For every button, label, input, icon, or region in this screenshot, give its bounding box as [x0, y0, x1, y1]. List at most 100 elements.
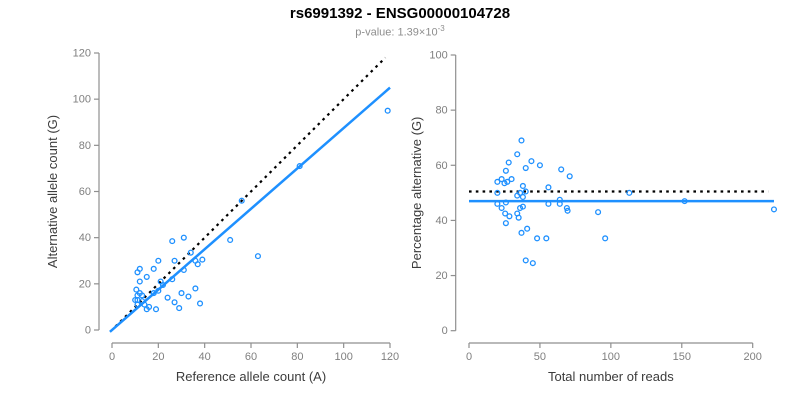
data-point [169, 276, 176, 283]
data-point [134, 301, 141, 308]
data-point [155, 257, 162, 264]
x-tick-label: 40 [199, 351, 211, 363]
y-tick-label: 20 [435, 270, 447, 282]
data-point [545, 200, 552, 207]
data-point [502, 167, 509, 174]
data-point [498, 204, 505, 212]
data-point [529, 260, 536, 267]
data-point [505, 159, 512, 166]
x-tick-label: 0 [109, 351, 115, 363]
data-point [522, 164, 529, 172]
data-point [515, 214, 522, 221]
data-point [502, 220, 509, 227]
data-point [494, 178, 501, 185]
data-point [626, 189, 633, 196]
data-point [155, 287, 162, 294]
y-tick-label: 40 [79, 232, 91, 244]
data-point [133, 286, 140, 293]
x-tick-label: 120 [381, 351, 399, 363]
data-point [139, 292, 146, 299]
x-tick-label: 100 [602, 351, 620, 363]
data-point [169, 238, 176, 245]
y-tick-label: 80 [435, 105, 447, 117]
identity-line [114, 56, 387, 328]
y-tick-label: 0 [85, 325, 91, 337]
subtitle-exponent: -3 [437, 24, 445, 33]
data-point [595, 209, 602, 216]
x-tick-label: 150 [673, 351, 691, 363]
data-point [501, 180, 508, 187]
data-point [187, 249, 194, 256]
data-point [502, 199, 509, 206]
data-point [519, 182, 526, 190]
data-point [143, 273, 150, 280]
data-point [176, 305, 183, 312]
data-point [522, 188, 529, 195]
data-point [498, 176, 505, 183]
data-point [254, 253, 262, 260]
data-point [564, 207, 571, 214]
data-point [563, 204, 570, 212]
data-point [528, 158, 535, 165]
data-points [494, 137, 778, 267]
y-axis-title: Percentage alternative (G) [409, 117, 424, 269]
figure-subtitle: p-value: 1.39×10-3 [0, 24, 800, 39]
data-point [519, 193, 526, 201]
data-point [502, 210, 509, 217]
x-axis-title: Reference allele count (A) [176, 369, 326, 384]
y-axis: 0 20 40 60 80 100 120 [73, 48, 100, 337]
data-point [514, 192, 521, 199]
x-axis: 0 50 100 150 200 [466, 342, 762, 363]
data-point [134, 269, 141, 276]
x-tick-label: 0 [466, 351, 472, 363]
data-point [159, 281, 167, 289]
x-axis-title: Total number of reads [548, 369, 674, 384]
y-tick-label: 120 [73, 48, 91, 60]
y-tick-label: 60 [435, 160, 447, 172]
data-point [494, 189, 501, 196]
y-axis-title: Alternative allele count (G) [45, 115, 60, 268]
data-point [185, 293, 192, 300]
x-tick-label: 60 [245, 351, 257, 363]
x-tick-label: 200 [744, 351, 762, 363]
x-tick-label: 20 [152, 351, 164, 363]
data-point [494, 200, 501, 207]
x-tick-label: 50 [534, 351, 546, 363]
data-point [566, 173, 573, 180]
data-point [152, 306, 160, 313]
y-tick-label: 60 [79, 186, 91, 198]
data-point [194, 261, 201, 268]
data-point [238, 197, 245, 204]
y-tick-label: 80 [79, 140, 91, 152]
data-point [506, 213, 513, 220]
subtitle-pvalue: p-value: 1.39×10 [355, 26, 438, 39]
data-points [132, 107, 391, 313]
data-point [136, 278, 143, 285]
y-tick-label: 40 [435, 215, 447, 227]
x-axis: 0 20 40 60 80 100 120 [109, 342, 399, 363]
figure-title: rs6991392 - ENSG00000104728 [289, 5, 511, 22]
data-point [164, 294, 171, 301]
data-point [180, 266, 187, 274]
x-tick-label: 100 [334, 351, 352, 363]
y-tick-label: 20 [79, 278, 91, 290]
y-axis: 0 20 40 60 80 100 [429, 50, 457, 337]
data-point [681, 198, 688, 205]
data-point [180, 234, 187, 241]
percentage-vs-reads-scatter: 0 20 40 60 80 100 0 50 100 150 200 Total number of … [409, 50, 778, 384]
data-point [171, 257, 178, 264]
data-point [556, 200, 563, 207]
data-point [514, 151, 521, 158]
data-point [524, 225, 531, 232]
data-point [143, 306, 150, 313]
data-point [536, 162, 543, 169]
data-point [556, 196, 563, 203]
data-point [150, 265, 157, 272]
data-point [770, 206, 778, 213]
data-point [296, 163, 303, 170]
y-tick-label: 100 [73, 94, 91, 106]
data-point [518, 229, 525, 236]
data-point [519, 203, 526, 210]
